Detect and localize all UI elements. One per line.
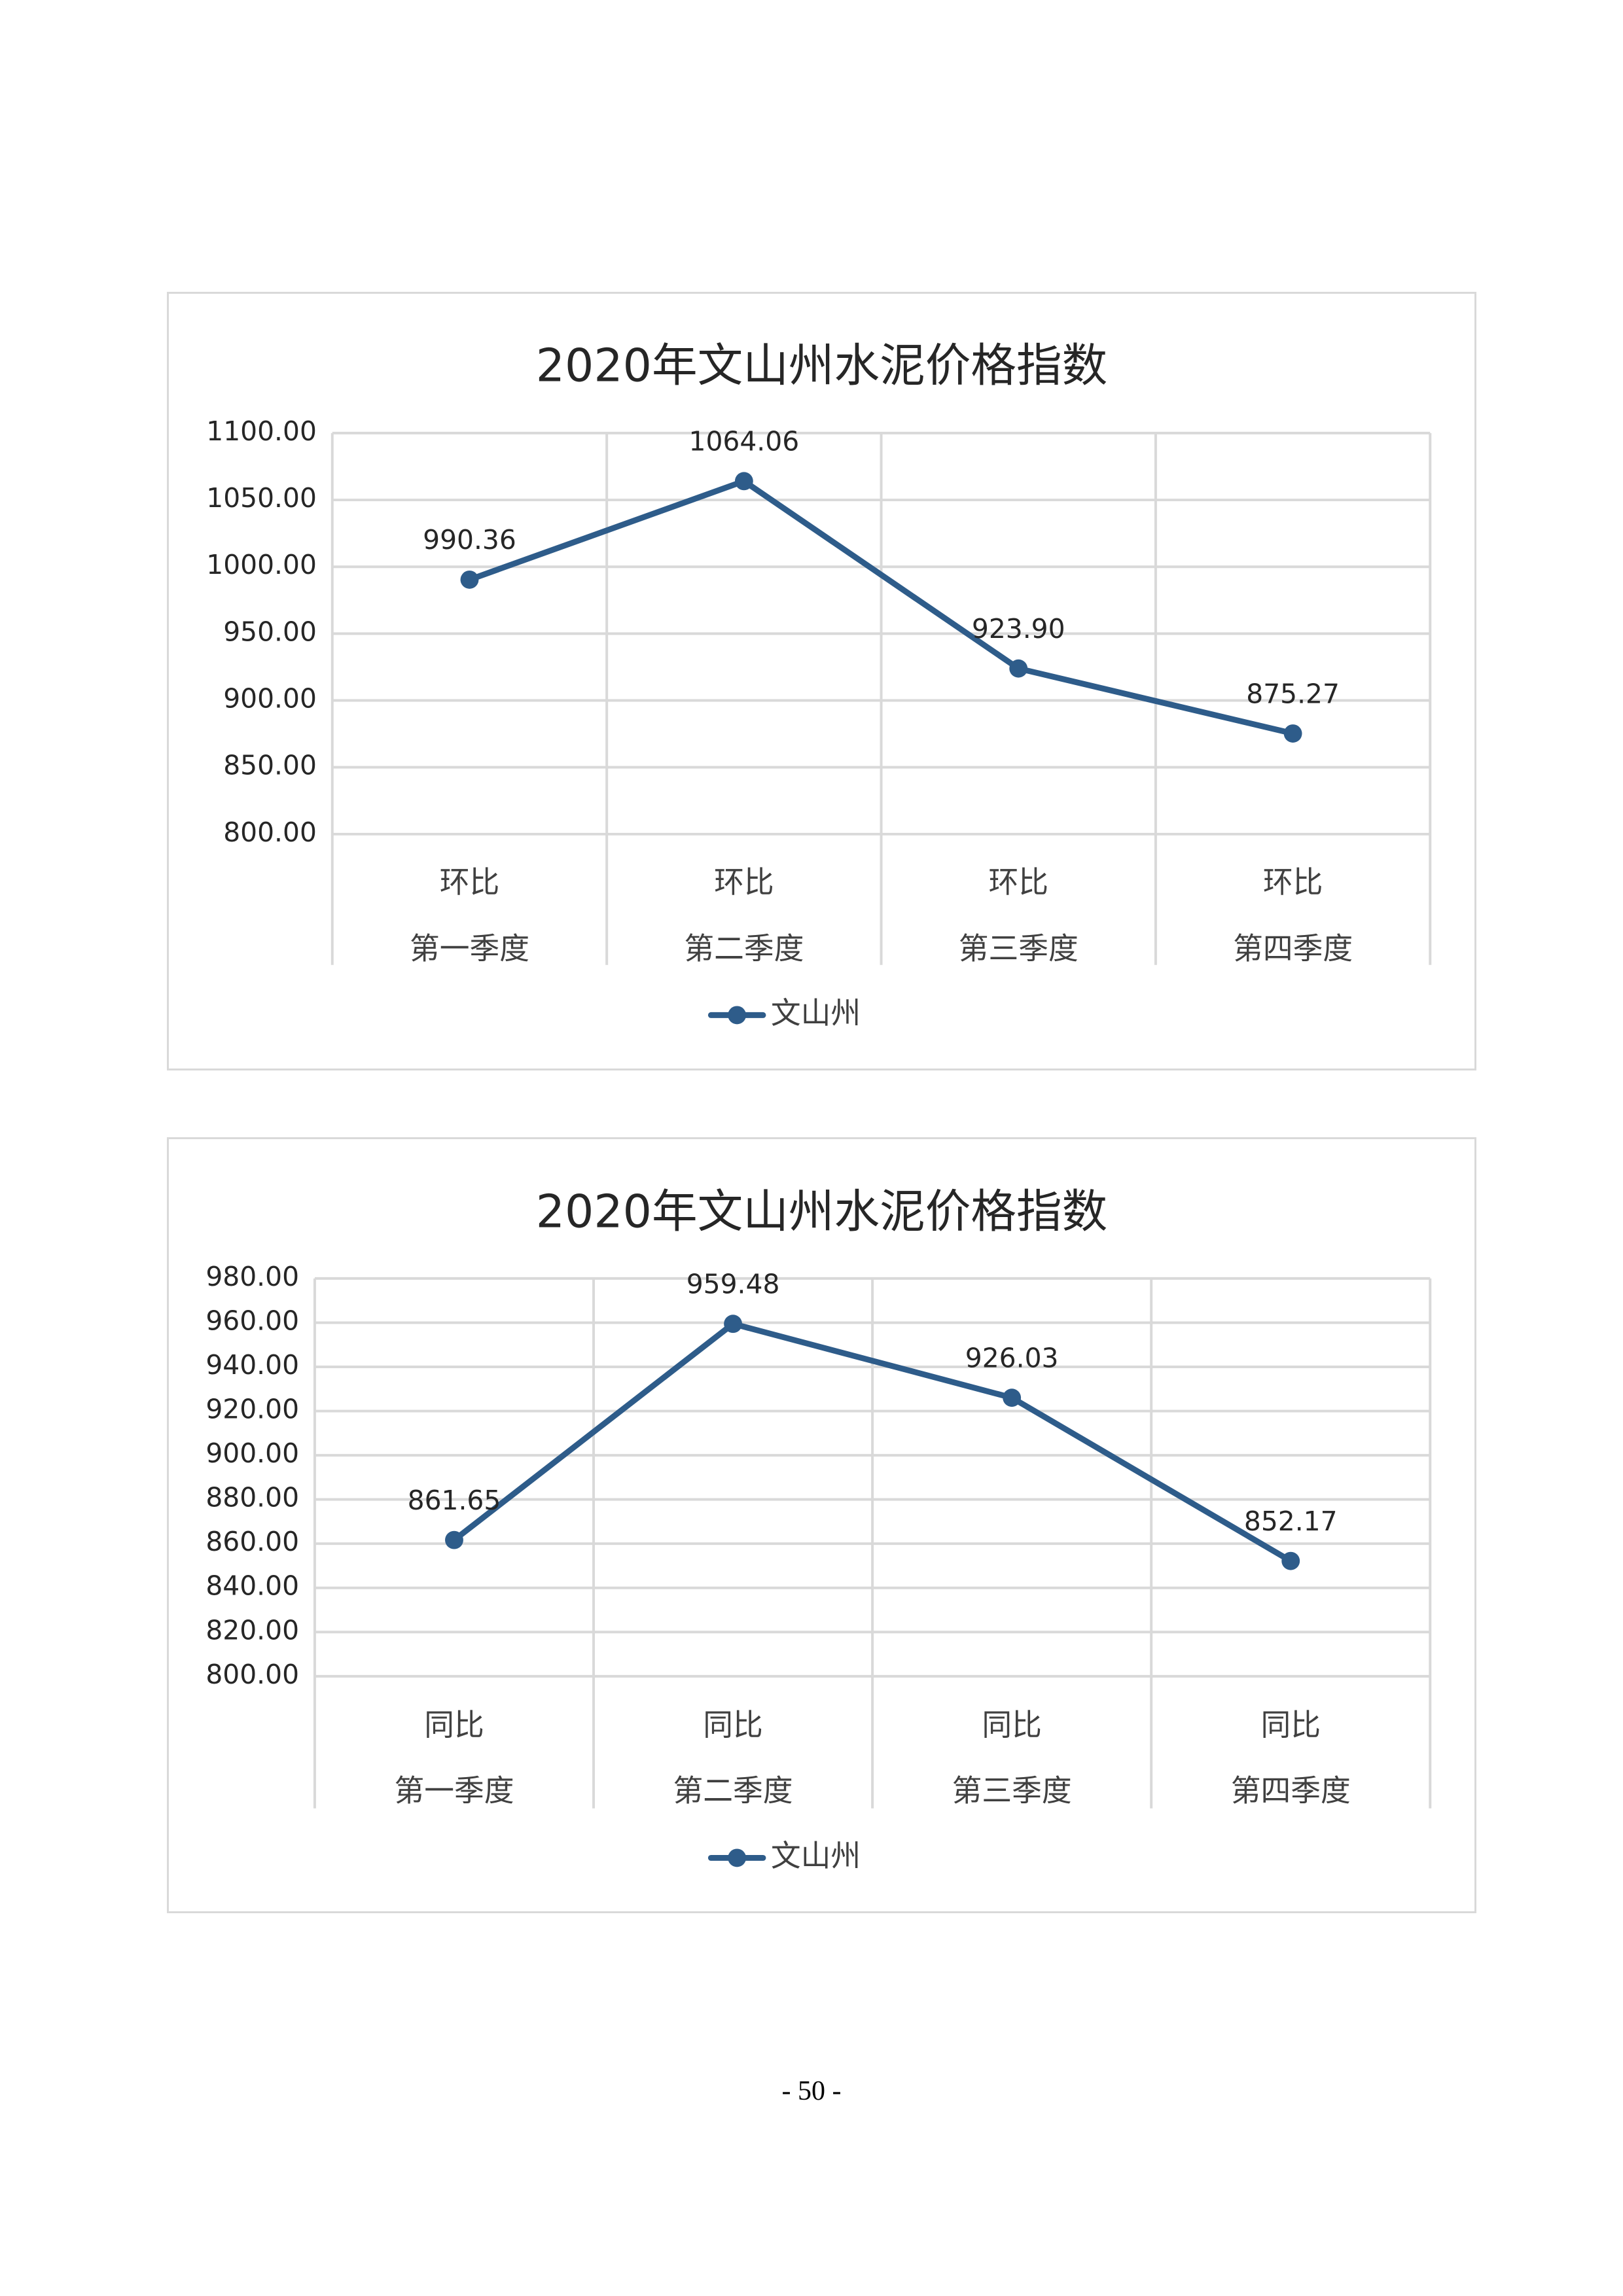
y-tick-label: 940.00 — [205, 1349, 299, 1381]
y-tick-label: 840.00 — [205, 1570, 299, 1602]
chart-tongbi-svg: 2020年文山州水泥价格指数 800.00 820.00 840.00 860.00 88… — [205, 1185, 1432, 1873]
x-category-sublabel: 第二季度 — [684, 931, 804, 966]
page-number: - 50 - — [781, 2076, 842, 2106]
data-label: 852.17 — [1244, 1506, 1338, 1537]
y-tick-label: 900.00 — [205, 1438, 299, 1469]
data-point — [1003, 1388, 1022, 1407]
x-category-sublabel: 第三季度 — [959, 931, 1079, 966]
y-tick-label: 820.00 — [205, 1614, 299, 1646]
y-tick-label: 880.00 — [205, 1482, 299, 1513]
x-category-label: 环比 — [1263, 865, 1323, 900]
y-tick-label: 1100.00 — [206, 415, 317, 447]
y-tick-label: 950.00 — [223, 616, 317, 647]
legend-label: 文山州 — [771, 996, 861, 1031]
chart-tongbi: 2020年文山州水泥价格指数 800.00 820.00 840.00 860.00 88… — [167, 1137, 1476, 1913]
y-tick-label: 900.00 — [223, 683, 317, 715]
data-point — [724, 1315, 742, 1333]
data-point — [1009, 659, 1028, 678]
data-label: 861.65 — [408, 1485, 501, 1516]
data-label: 1064.06 — [689, 426, 800, 457]
data-point — [1281, 1551, 1300, 1570]
data-point — [460, 570, 479, 589]
y-tick-label: 1050.00 — [206, 482, 317, 514]
y-tick-label: 850.00 — [223, 750, 317, 781]
x-category-sublabel: 第四季度 — [1231, 1773, 1351, 1808]
x-category-label: 环比 — [714, 865, 774, 900]
data-label: 926.03 — [965, 1342, 1059, 1373]
x-category-sublabel: 第一季度 — [410, 931, 529, 966]
x-category-label: 环比 — [988, 865, 1048, 900]
series-line — [466, 478, 1296, 737]
series-line — [451, 1320, 1294, 1564]
x-category-label: 环比 — [440, 865, 500, 900]
chart-title: 2020年文山州水泥价格指数 — [536, 1185, 1107, 1238]
chart-title: 2020年文山州水泥价格指数 — [536, 339, 1107, 392]
x-category-label: 同比 — [703, 1708, 763, 1742]
chart-huanbi-svg: 2020年文山州水泥价格指数 800.00 850.00 900.00 950.00 10… — [206, 339, 1432, 1031]
y-tick-label: 800.00 — [205, 1659, 299, 1690]
data-label: 875.27 — [1246, 678, 1340, 709]
data-point — [445, 1530, 463, 1549]
y-tick-label: 980.00 — [205, 1261, 299, 1292]
data-label: 959.48 — [687, 1269, 780, 1300]
data-point — [734, 472, 753, 491]
x-category-label: 同比 — [1260, 1708, 1320, 1742]
x-category-sublabel: 第四季度 — [1233, 931, 1353, 966]
data-point — [1283, 724, 1302, 743]
y-tick-label: 960.00 — [205, 1305, 299, 1336]
y-tick-label: 920.00 — [205, 1394, 299, 1425]
x-category-label: 同比 — [424, 1708, 484, 1742]
legend-marker-icon — [728, 1006, 747, 1025]
data-label: 923.90 — [972, 613, 1065, 645]
x-category-sublabel: 第三季度 — [952, 1773, 1072, 1808]
legend-marker-icon — [728, 1848, 747, 1867]
x-category-label: 同比 — [982, 1708, 1042, 1742]
data-label: 990.36 — [423, 524, 516, 556]
x-category-sublabel: 第一季度 — [394, 1773, 514, 1808]
x-category-sublabel: 第二季度 — [673, 1773, 793, 1808]
chart-huanbi: 2020年文山州水泥价格指数 800.00 850.00 900.00 950.00 10… — [167, 292, 1476, 1070]
y-tick-label: 860.00 — [205, 1526, 299, 1557]
y-tick-label: 800.00 — [223, 817, 317, 848]
y-tick-label: 1000.00 — [206, 549, 317, 580]
legend-label: 文山州 — [771, 1839, 861, 1873]
